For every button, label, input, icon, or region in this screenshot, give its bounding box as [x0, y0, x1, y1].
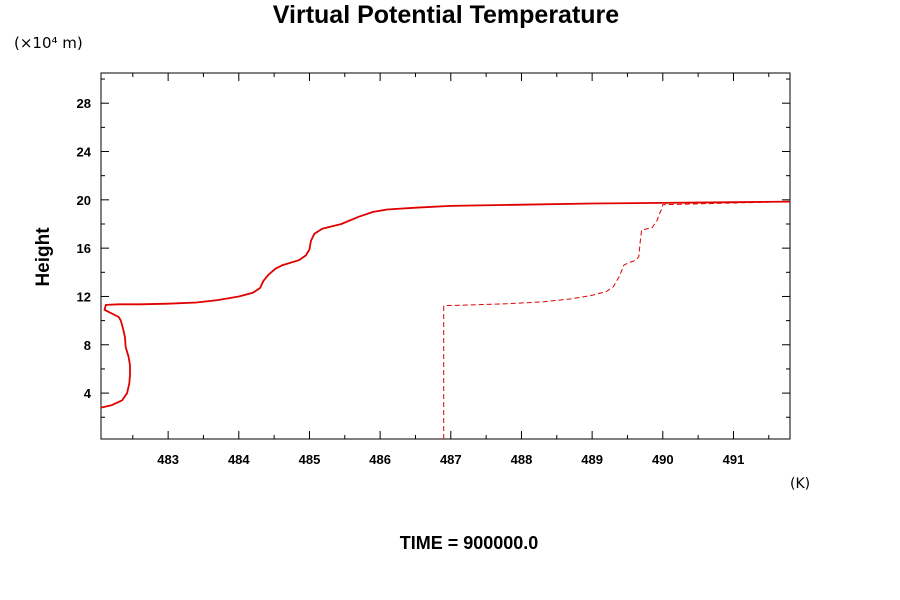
y-tick-label: 8 — [84, 338, 91, 353]
y-tick-label: 28 — [77, 96, 91, 111]
series-layer — [100, 200, 791, 439]
y-axis: 4 8 12 16 20 24 28 — [77, 78, 790, 418]
series-line-dashed — [443, 201, 791, 439]
y-tick-label: 16 — [77, 241, 91, 256]
y-tick-label: 20 — [77, 193, 91, 208]
x-tick-label: 484 — [228, 452, 250, 467]
x-tick-label: 488 — [511, 452, 533, 467]
y-tick-label: 12 — [77, 289, 91, 304]
chart-title: Virtual Potential Temperature — [273, 1, 619, 29]
x-unit-label: (K) — [790, 476, 810, 492]
y-axis-title: Height — [33, 227, 54, 287]
x-tick-label: 490 — [652, 452, 674, 467]
x-axis: 483 484 485 486 487 488 489 490 491 — [132, 73, 770, 467]
y-tick-label: 24 — [77, 145, 92, 160]
series-line-solid — [100, 200, 791, 409]
plot-frame — [100, 72, 791, 440]
x-tick-label: 483 — [157, 452, 179, 467]
x-tick-label: 486 — [369, 452, 391, 467]
x-tick-label: 491 — [723, 452, 745, 467]
x-tick-label: 487 — [440, 452, 462, 467]
y-unit-label: (×10⁴ m) — [14, 34, 83, 52]
time-label: TIME = 900000.0 — [400, 533, 539, 553]
x-tick-label: 485 — [299, 452, 321, 467]
x-tick-label: 489 — [581, 452, 603, 467]
y-tick-label: 4 — [84, 386, 92, 401]
